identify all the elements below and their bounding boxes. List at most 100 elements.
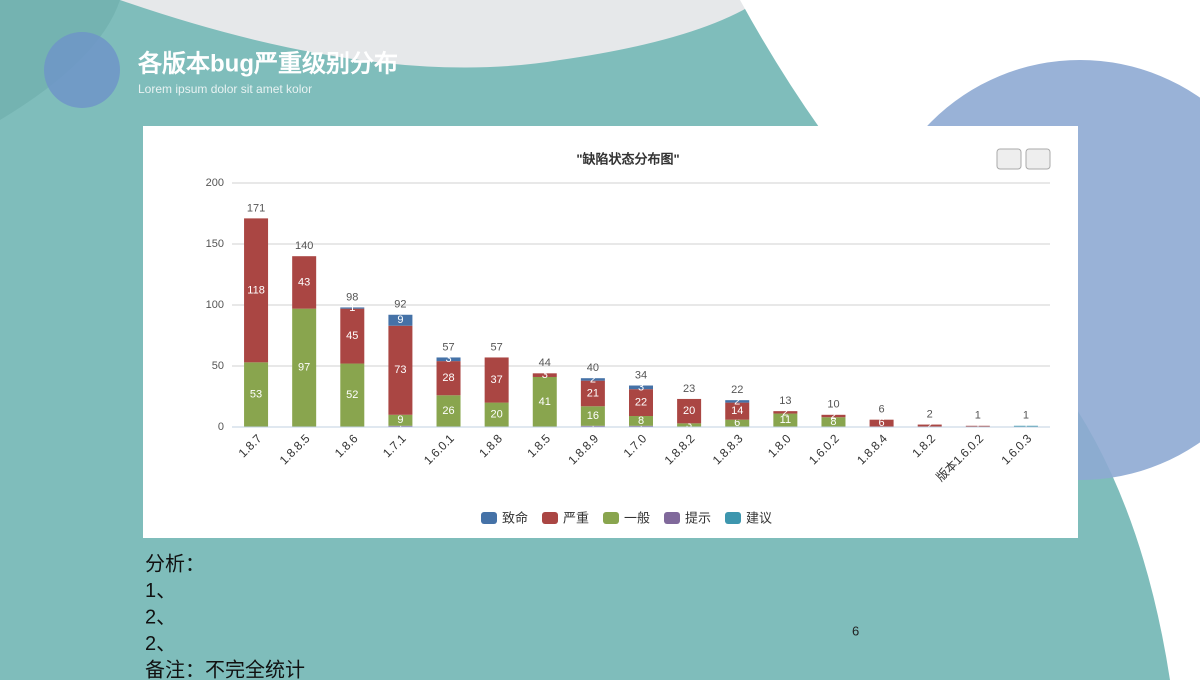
bar-segment [773,411,798,414]
bar-segment [388,314,413,326]
note-line: 2、 [145,606,176,628]
total-label: 22 [731,384,743,396]
total-label: 140 [295,240,313,252]
bar-segment [292,308,317,427]
total-label: 57 [491,341,503,353]
data-label: 1 [975,420,981,432]
total-label: 98 [346,291,358,303]
note-line: 分析： [145,552,205,575]
slide-title: 各版本bug严重级别分布 [137,49,398,77]
y-tick-label: 100 [206,299,224,311]
y-tick-label: 200 [206,177,224,189]
bar-segment [629,385,653,390]
total-label: 23 [683,383,695,395]
data-label: 8 [830,416,836,428]
bar-segment [340,308,365,364]
bar-segment [436,361,461,396]
data-label: 45 [346,330,358,342]
bar-segment [965,425,990,427]
bar-segment [580,406,605,426]
bar-segment [773,413,798,427]
bar-segment [869,419,894,427]
bar-segment [1013,425,1038,427]
note-line: 1、 [145,580,176,602]
y-tick-label: 0 [218,421,224,433]
bar-segment [821,414,846,418]
data-label: 2 [830,410,836,422]
bar-segment [388,325,413,415]
bar-segment [629,389,653,417]
total-label: 10 [827,399,839,411]
legend-swatch [481,512,497,524]
data-label: 3 [542,369,548,381]
data-label: 1 [1023,420,1029,432]
data-label: 28 [442,372,454,384]
total-label: 57 [442,341,454,353]
bar-segment [532,376,557,427]
bar-segment [244,218,269,363]
data-label: 9 [397,414,403,426]
legend-label: 致命 [502,510,528,525]
bar-segment [532,373,557,377]
bar-segment [629,425,653,427]
data-label: 26 [442,405,454,417]
total-label: 1 [1023,410,1029,422]
grey-shape [120,0,760,68]
bar-segment [484,357,509,403]
data-label: 21 [587,387,599,399]
total-label: 2 [927,408,933,420]
bar-segment [436,395,461,427]
chart-title: "缺陷状态分布图" [576,151,679,166]
data-label: 8 [638,415,644,427]
data-label: 11 [780,414,791,426]
bar-segment [677,398,702,424]
data-label: 3 [686,419,692,431]
data-label: 22 [635,397,647,409]
legend-label: 建议 [746,510,772,525]
y-tick-label: 150 [206,238,224,250]
data-label: 3 [445,353,451,365]
print-button[interactable] [996,148,1022,170]
bar-segment [725,419,750,427]
data-label: 2 [590,373,596,385]
total-label: 1 [975,410,981,422]
data-label: 16 [587,410,599,422]
slide-subtitle: Lorem ipsum dolor sit amet kolor [138,82,312,96]
bar-segment [725,400,750,403]
total-label: 44 [539,357,551,369]
data-label: 20 [683,405,695,417]
total-label: 92 [394,299,406,311]
data-label: 9 [397,314,403,326]
bar-segment [725,402,750,420]
data-label: 41 [539,396,551,408]
data-label: 6 [879,417,885,429]
bar-segment [580,380,605,407]
legend-label: 严重 [563,510,589,525]
total-label: 6 [879,404,885,416]
download-button[interactable] [1025,148,1051,170]
data-label: 43 [298,276,310,288]
data-label: 1 [590,420,596,432]
bar-segment [436,357,461,362]
note-line: 备注：不完全统计 [145,658,305,680]
data-label: 14 [731,405,743,417]
title-circle [44,32,120,108]
bar-segment [580,378,605,381]
total-label: 171 [247,202,265,214]
total-label: 13 [779,395,791,407]
bar-segment [340,363,365,427]
page-number: 6 [852,623,859,638]
data-label: 118 [247,284,265,296]
legend-label: 一般 [624,510,650,525]
total-label: 34 [635,369,647,381]
bar-segment [821,417,846,427]
bar-segment [629,416,653,426]
data-label: 1 [638,420,644,432]
data-label: 1 [397,420,403,432]
bar-segment [292,256,317,309]
data-label: 37 [491,374,503,386]
legend-swatch [542,512,558,524]
legend-swatch [603,512,619,524]
data-label: 3 [638,381,644,393]
